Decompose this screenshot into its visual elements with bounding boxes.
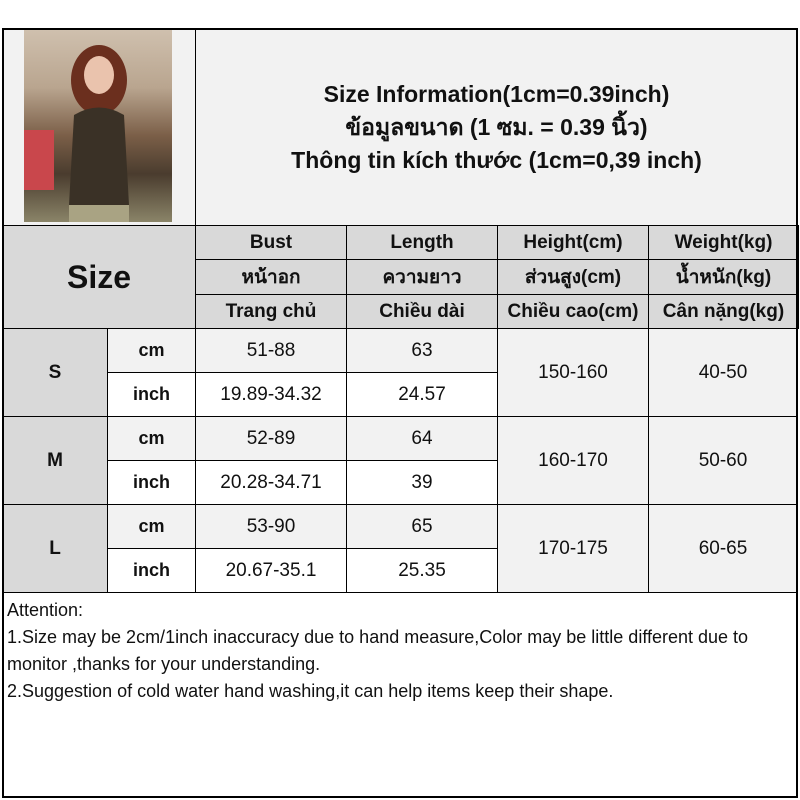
attention-note-2: 2.Suggestion of cold water hand washing,…: [7, 681, 614, 701]
attention-notes: Attention: 1.Size may be 2cm/1inch inacc…: [2, 592, 798, 798]
column-header: Cân nặng(kg): [648, 294, 799, 329]
size-info-title: Size Information(1cm=0.39inch) ข้อมูลขนา…: [195, 28, 798, 226]
column-header: น้ำหนัก(kg): [648, 259, 799, 295]
attention-heading: Attention:: [7, 600, 84, 620]
bust-value: 20.28-34.71: [195, 460, 347, 505]
unit-label: cm: [107, 416, 196, 461]
product-photo: [24, 30, 172, 222]
title-vietnamese: Thông tin kích thước (1cm=0,39 inch): [291, 146, 702, 173]
unit-label: inch: [107, 372, 196, 417]
unit-label: inch: [107, 548, 196, 593]
column-header: Height(cm): [497, 225, 649, 260]
weight-value: 50-60: [648, 416, 798, 505]
height-value: 150-160: [497, 328, 649, 417]
title-thai: ข้อมูลขนาด (1 ซม. = 0.39 นิ้ว): [345, 113, 648, 140]
column-header: หน้าอก: [195, 259, 347, 295]
weight-value: 40-50: [648, 328, 798, 417]
size-header: Size: [2, 225, 196, 329]
length-value: 65: [346, 504, 498, 549]
column-header: Bust: [195, 225, 347, 260]
size-label: L: [2, 504, 108, 593]
column-header: Trang chủ: [195, 294, 347, 329]
bust-value: 53-90: [195, 504, 347, 549]
unit-label: cm: [107, 504, 196, 549]
bust-value: 52-89: [195, 416, 347, 461]
title-english: Size Information(1cm=0.39inch): [323, 80, 670, 107]
column-header: Weight(kg): [648, 225, 799, 260]
length-value: 25.35: [346, 548, 498, 593]
unit-label: cm: [107, 328, 196, 373]
bust-value: 19.89-34.32: [195, 372, 347, 417]
size-label: S: [2, 328, 108, 417]
bust-value: 51-88: [195, 328, 347, 373]
unit-label: inch: [107, 460, 196, 505]
column-header: ความยาว: [346, 259, 498, 295]
column-header: Length: [346, 225, 498, 260]
length-value: 24.57: [346, 372, 498, 417]
column-header: Chiều dài: [346, 294, 498, 329]
attention-note-1: 1.Size may be 2cm/1inch inaccuracy due t…: [7, 627, 749, 674]
bust-value: 20.67-35.1: [195, 548, 347, 593]
length-value: 64: [346, 416, 498, 461]
length-value: 63: [346, 328, 498, 373]
size-label: M: [2, 416, 108, 505]
height-value: 160-170: [497, 416, 649, 505]
weight-value: 60-65: [648, 504, 798, 593]
height-value: 170-175: [497, 504, 649, 593]
column-header: Chiều cao(cm): [497, 294, 649, 329]
column-header: ส่วนสูง(cm): [497, 259, 649, 295]
length-value: 39: [346, 460, 498, 505]
